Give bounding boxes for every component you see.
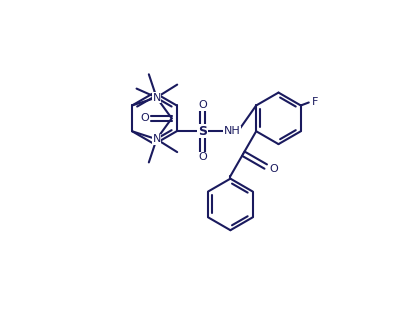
Text: F: F [312, 96, 318, 106]
Text: N: N [152, 134, 161, 144]
Text: NH: NH [224, 126, 240, 136]
Text: N: N [152, 93, 161, 102]
Text: S: S [198, 125, 207, 138]
Text: O: O [198, 100, 207, 110]
Text: O: O [269, 163, 278, 173]
Text: O: O [141, 113, 150, 123]
Text: O: O [198, 152, 207, 162]
